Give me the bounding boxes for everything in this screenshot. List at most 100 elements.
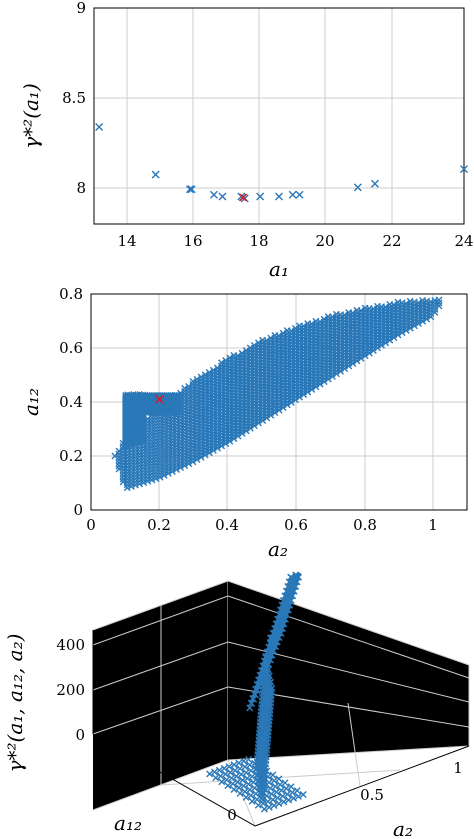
optimum-marker <box>238 193 248 202</box>
surface-point <box>299 791 307 799</box>
surface-point <box>288 788 296 796</box>
data-point <box>295 190 304 199</box>
surface-point <box>282 587 290 595</box>
surface-point <box>221 770 229 778</box>
surface-point <box>245 780 253 788</box>
surface-point <box>250 690 258 698</box>
feasible-point <box>320 378 328 386</box>
surface-point <box>282 785 290 793</box>
feasible-point <box>197 453 205 461</box>
surface-point <box>245 755 253 763</box>
panel1-xtick: 22 <box>382 232 401 250</box>
panel2-xtick: 0 <box>86 516 96 534</box>
data-point <box>209 190 218 199</box>
surface-point <box>229 780 237 788</box>
feasible-point <box>419 317 427 325</box>
surface-point <box>252 790 260 798</box>
panel2-chart: 0 0.2 0.4 0.6 0.8 1 0 0.2 0.4 0.6 0.8 a₂… <box>19 285 468 561</box>
panel2-xtick: 1 <box>428 516 438 534</box>
feasible-point <box>193 456 201 464</box>
surface-point <box>242 769 250 777</box>
feasible-point <box>254 419 262 427</box>
surface-point <box>246 761 254 769</box>
feasible-point <box>431 308 439 316</box>
feasible-point <box>398 329 406 337</box>
surface-point <box>212 774 220 782</box>
surface-point <box>259 775 267 783</box>
surface-point <box>240 782 248 790</box>
feasible-point <box>328 372 336 380</box>
feasible-point <box>435 296 443 304</box>
surface-point <box>228 774 236 782</box>
panel3-a12-axis <box>92 733 256 827</box>
surface-point <box>217 772 225 780</box>
surface-point <box>230 761 238 769</box>
surface-point <box>255 782 263 790</box>
surface-point <box>270 801 278 809</box>
dense-cluster-point <box>175 391 182 398</box>
surface-point <box>267 678 275 686</box>
surface-point <box>232 772 240 780</box>
surface-point <box>281 592 289 600</box>
data-point <box>288 190 297 199</box>
feasible-point <box>365 349 373 357</box>
panel1-markers <box>95 122 468 203</box>
data-point <box>275 192 283 201</box>
feasible-point <box>238 429 246 437</box>
surface-point <box>225 763 233 771</box>
panel1-xtick: 16 <box>183 232 202 250</box>
dense-cluster-point <box>175 393 182 400</box>
data-point <box>370 179 379 188</box>
surface-point <box>247 792 255 800</box>
surface-point <box>283 790 291 798</box>
surface-point <box>257 763 265 771</box>
surface-point <box>265 672 273 680</box>
surface-point <box>279 597 287 605</box>
surface-point <box>253 795 261 803</box>
panel2-plot-frame <box>90 293 468 511</box>
feasible-point <box>337 367 345 375</box>
panel2-ytick: 0 <box>73 501 83 519</box>
surface-point <box>249 778 257 786</box>
panel1-grid <box>94 8 464 224</box>
panel2-xlabel: a₂ <box>268 537 288 561</box>
surface-point <box>235 784 243 792</box>
feasible-point <box>291 396 299 404</box>
panel3-z-label: γ*²(a₁, a₁₂, a₂) <box>3 634 27 773</box>
surface-point <box>236 765 244 773</box>
feasible-point <box>275 406 283 414</box>
feasible-point <box>423 315 431 323</box>
panel1-xlabel: a₁ <box>269 257 289 281</box>
surface-point <box>273 788 280 796</box>
surface-point <box>274 615 282 623</box>
surface-point <box>230 786 238 794</box>
feasible-point <box>410 322 418 330</box>
surface-point <box>224 782 232 790</box>
panel1-ytick: 8.5 <box>62 89 86 107</box>
surface-point <box>264 798 272 806</box>
panel2-markers <box>111 296 443 492</box>
surface-point <box>249 694 257 702</box>
surface-point <box>237 770 245 778</box>
feasible-point <box>341 365 349 373</box>
surface-point <box>275 800 283 808</box>
panel1-xtick: 18 <box>249 232 268 250</box>
surface-point <box>272 620 280 628</box>
data-point <box>151 170 160 179</box>
data-point <box>256 192 265 201</box>
surface-point <box>278 601 286 609</box>
feasible-point <box>369 346 377 354</box>
surface-point <box>235 759 243 767</box>
feasible-point <box>378 341 386 349</box>
surface-point <box>265 803 273 811</box>
feasible-point <box>279 404 287 412</box>
panel2-xtick: 0.4 <box>215 516 239 534</box>
surface-point <box>234 778 242 786</box>
surface-point <box>247 699 255 707</box>
surface-point <box>236 789 244 797</box>
panel1-xtick: 24 <box>454 232 473 250</box>
panel3-ztick: 0 <box>75 726 85 744</box>
surface-point <box>276 606 284 614</box>
surface-point <box>269 796 277 804</box>
panel1-plot-frame <box>93 7 465 225</box>
